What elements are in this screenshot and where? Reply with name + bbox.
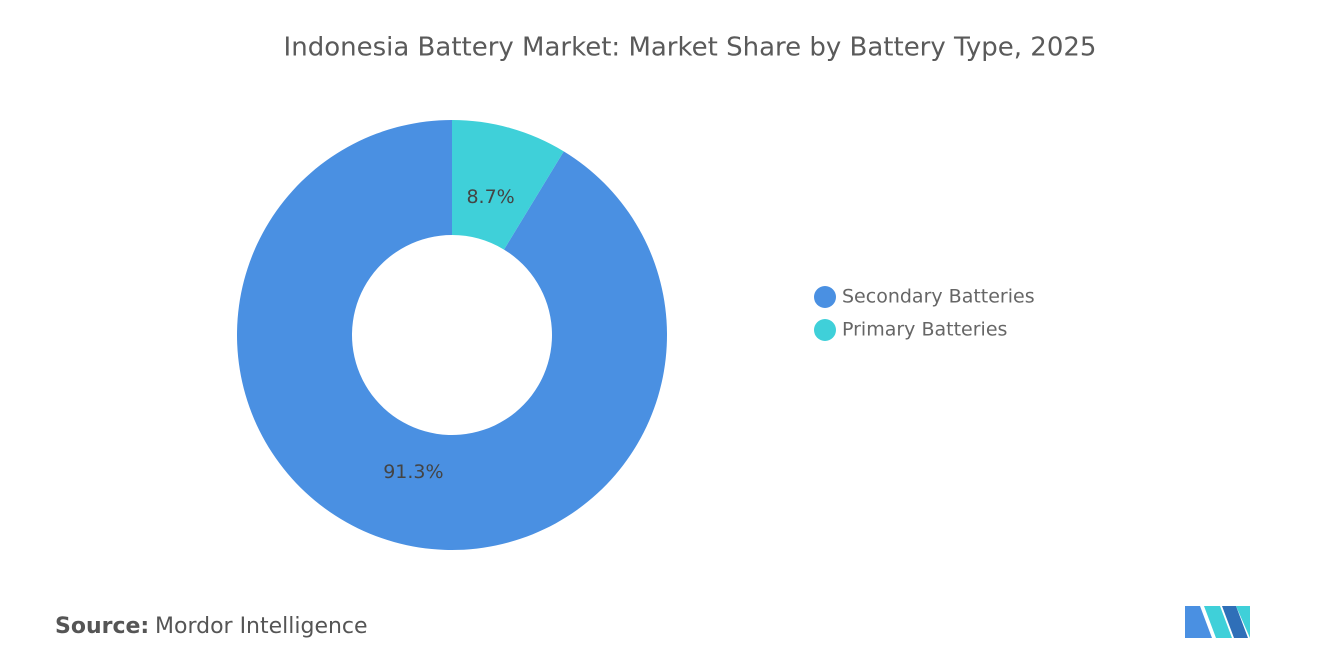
source-label: Source: bbox=[55, 614, 149, 639]
chart-title: Indonesia Battery Market: Market Share b… bbox=[284, 33, 1097, 63]
legend-label: Primary Batteries bbox=[842, 319, 1007, 341]
logo bbox=[1185, 606, 1250, 638]
source: Mordor Intelligence bbox=[155, 614, 368, 639]
donut-slice bbox=[452, 120, 564, 250]
data-label: 91.3% bbox=[383, 461, 443, 483]
legend-marker bbox=[814, 319, 836, 341]
legend-label: Secondary Batteries bbox=[842, 286, 1035, 308]
legend-marker bbox=[814, 286, 836, 308]
data-label: 8.7% bbox=[466, 186, 514, 208]
donut-slice bbox=[237, 120, 668, 550]
